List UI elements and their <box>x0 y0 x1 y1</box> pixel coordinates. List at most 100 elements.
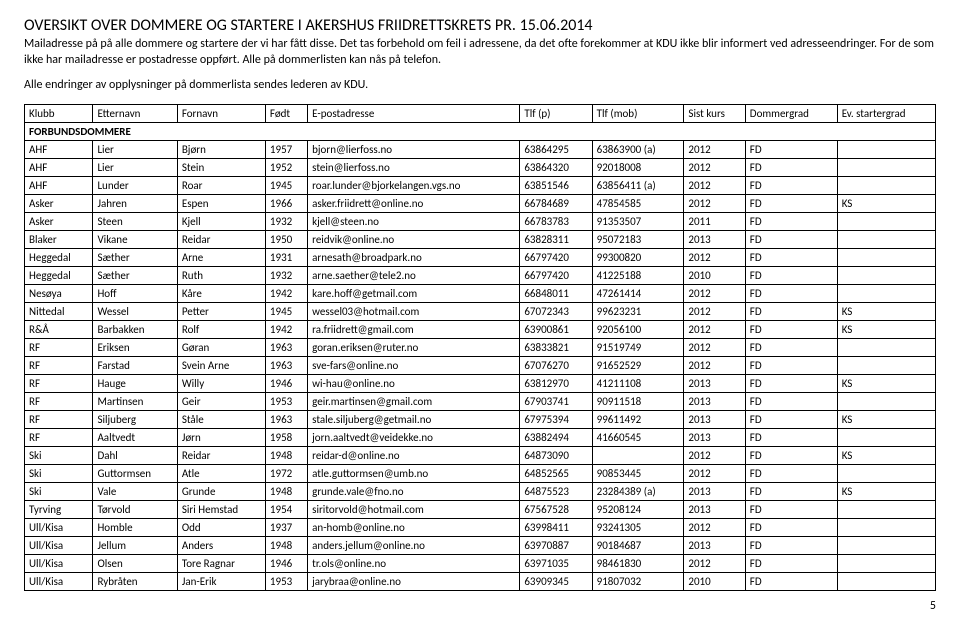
table-cell: Asker <box>25 194 93 212</box>
subheading-row: FORBUNDSDOMMERE <box>25 122 936 140</box>
table-cell: Barbakken <box>93 320 177 338</box>
table-cell: Bjørn <box>177 140 265 158</box>
table-cell: Olsen <box>93 554 177 572</box>
table-row: R&ÅBarbakkenRolf1942ra.friidrett@gmail.c… <box>25 320 936 338</box>
table-cell: 99623231 <box>592 302 684 320</box>
table-row: HeggedalSætherRuth1932arne.saether@tele2… <box>25 266 936 284</box>
table-cell: KS <box>837 320 935 338</box>
table-cell: RF <box>25 338 93 356</box>
table-cell: Arne <box>177 248 265 266</box>
table-cell <box>837 428 935 446</box>
table-cell: 2013 <box>684 410 745 428</box>
table-cell: 2013 <box>684 500 745 518</box>
table-cell: 63851546 <box>520 176 592 194</box>
table-cell: Tyrving <box>25 500 93 518</box>
table-cell: 2012 <box>684 248 745 266</box>
table-cell: Vikane <box>93 230 177 248</box>
table-cell: FD <box>745 356 837 374</box>
table-cell: FD <box>745 392 837 410</box>
table-cell: Petter <box>177 302 265 320</box>
table-row: SkiDahlReidar1948reidar-d@online.no64873… <box>25 446 936 464</box>
table-cell: 67903741 <box>520 392 592 410</box>
table-cell: 63900861 <box>520 320 592 338</box>
table-cell: FD <box>745 464 837 482</box>
table-cell: 67072343 <box>520 302 592 320</box>
table-cell: Nittedal <box>25 302 93 320</box>
col-sistkurs: Sist kurs <box>684 104 745 122</box>
table-cell: 91807032 <box>592 572 684 590</box>
table-cell: 1945 <box>265 176 307 194</box>
table-cell: 90184687 <box>592 536 684 554</box>
table-cell: 2012 <box>684 158 745 176</box>
table-cell: 98461830 <box>592 554 684 572</box>
table-cell: RF <box>25 374 93 392</box>
table-cell: Ull/Kisa <box>25 554 93 572</box>
table-cell: 91652529 <box>592 356 684 374</box>
table-cell <box>837 176 935 194</box>
table-cell: Ski <box>25 464 93 482</box>
table-cell: 66848011 <box>520 284 592 302</box>
table-cell: roar.lunder@bjorkelangen.vgs.no <box>308 176 520 194</box>
table-cell: 1963 <box>265 356 307 374</box>
table-cell <box>837 140 935 158</box>
table-cell: 1942 <box>265 284 307 302</box>
col-tlfmob: Tlf (mob) <box>592 104 684 122</box>
table-cell: 63882494 <box>520 428 592 446</box>
table-header-row: Klubb Etternavn Fornavn Født E-postadres… <box>25 104 936 122</box>
table-cell: AHF <box>25 140 93 158</box>
table-cell: Steen <box>93 212 177 230</box>
table-cell: FD <box>745 500 837 518</box>
table-cell: 2012 <box>684 446 745 464</box>
table-row: SkiValeGrunde1948grunde.vale@fno.no64875… <box>25 482 936 500</box>
table-cell: Vale <box>93 482 177 500</box>
table-cell: 2012 <box>684 194 745 212</box>
table-cell: AHF <box>25 158 93 176</box>
table-cell: FD <box>745 140 837 158</box>
table-cell: Tørvold <box>93 500 177 518</box>
table-cell: Kåre <box>177 284 265 302</box>
table-cell: Guttormsen <box>93 464 177 482</box>
table-cell: jorn.aaltvedt@veidekke.no <box>308 428 520 446</box>
col-etternavn: Etternavn <box>93 104 177 122</box>
col-dommergrad: Dommergrad <box>745 104 837 122</box>
table-cell: 63856411 (a) <box>592 176 684 194</box>
table-cell: 67076270 <box>520 356 592 374</box>
table-cell: R&Å <box>25 320 93 338</box>
table-cell: 1942 <box>265 320 307 338</box>
table-cell: Farstad <box>93 356 177 374</box>
table-cell: 1972 <box>265 464 307 482</box>
table-cell <box>837 158 935 176</box>
table-cell: RF <box>25 410 93 428</box>
table-cell: AHF <box>25 176 93 194</box>
table-cell: 41211108 <box>592 374 684 392</box>
table-cell: 64873090 <box>520 446 592 464</box>
table-cell: Heggedal <box>25 266 93 284</box>
table-cell: 1937 <box>265 518 307 536</box>
table-cell: 41660545 <box>592 428 684 446</box>
table-cell: Blaker <box>25 230 93 248</box>
table-cell: Jellum <box>93 536 177 554</box>
table-cell: FD <box>745 194 837 212</box>
table-row: HeggedalSætherArne1931arnesath@broadpark… <box>25 248 936 266</box>
table-cell <box>592 446 684 464</box>
table-cell: Siri Hemstad <box>177 500 265 518</box>
table-cell <box>837 554 935 572</box>
table-cell: kare.hoff@getmail.com <box>308 284 520 302</box>
table-cell: Geir <box>177 392 265 410</box>
table-cell: FD <box>745 428 837 446</box>
table-cell: 2013 <box>684 392 745 410</box>
table-cell: 66797420 <box>520 266 592 284</box>
table-cell: Atle <box>177 464 265 482</box>
table-cell: 1963 <box>265 338 307 356</box>
table-cell: 2013 <box>684 482 745 500</box>
table-cell: 1963 <box>265 410 307 428</box>
table-cell: Nesøya <box>25 284 93 302</box>
table-row: Ull/KisaHombleOdd1937an-homb@online.no63… <box>25 518 936 536</box>
table-cell: anders.jellum@online.no <box>308 536 520 554</box>
table-cell: tr.ols@online.no <box>308 554 520 572</box>
table-cell: 63863900 (a) <box>592 140 684 158</box>
table-cell: 64852565 <box>520 464 592 482</box>
table-cell: Jørn <box>177 428 265 446</box>
page-title: OVERSIKT OVER DOMMERE OG STARTERE I AKER… <box>24 16 936 35</box>
table-cell: 63864320 <box>520 158 592 176</box>
